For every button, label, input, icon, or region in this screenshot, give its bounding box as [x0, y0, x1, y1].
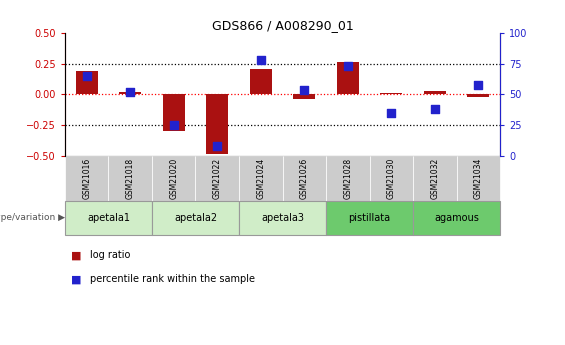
Bar [65, 156, 108, 201]
Text: GSM21018: GSM21018 [126, 158, 134, 199]
Bar [195, 156, 239, 201]
Point [299, 87, 308, 92]
Text: GSM21034: GSM21034 [474, 158, 483, 199]
Bar [239, 156, 282, 201]
Bar [108, 156, 152, 201]
Text: GSM21030: GSM21030 [387, 158, 396, 199]
Bar [282, 156, 326, 201]
Text: log ratio: log ratio [90, 250, 131, 260]
Bar [206, 95, 228, 154]
Text: GSM21026: GSM21026 [300, 158, 308, 199]
Point [386, 110, 396, 116]
Bar [163, 95, 185, 131]
Text: genotype/variation ▶: genotype/variation ▶ [0, 213, 65, 222]
Bar [326, 156, 370, 201]
Point [257, 57, 266, 63]
Point [212, 144, 221, 149]
Title: GDS866 / A008290_01: GDS866 / A008290_01 [212, 19, 353, 32]
Point [431, 107, 440, 112]
Text: percentile rank within the sample: percentile rank within the sample [90, 275, 255, 284]
Point [473, 82, 483, 87]
Point [82, 73, 92, 79]
Point [343, 63, 353, 69]
Text: GSM21016: GSM21016 [82, 158, 91, 199]
Text: GSM21028: GSM21028 [344, 158, 352, 199]
Bar [293, 95, 315, 99]
Bar [326, 201, 413, 235]
Bar [152, 156, 195, 201]
Text: apetala1: apetala1 [87, 213, 130, 223]
Text: GSM21024: GSM21024 [257, 158, 265, 199]
Bar [380, 93, 402, 95]
Bar [337, 62, 359, 95]
Bar [76, 71, 98, 95]
Text: agamous: agamous [434, 213, 479, 223]
Bar [467, 95, 489, 97]
Bar [239, 201, 326, 235]
Text: GSM21022: GSM21022 [213, 158, 221, 199]
Bar [65, 201, 152, 235]
Text: ■: ■ [71, 275, 81, 284]
Bar [413, 201, 500, 235]
Bar [250, 69, 272, 95]
Bar [370, 156, 413, 201]
Text: GSM21020: GSM21020 [170, 158, 178, 199]
Bar [424, 91, 446, 95]
Text: GSM21032: GSM21032 [431, 158, 439, 199]
Text: apetala2: apetala2 [174, 213, 217, 223]
Text: pistillata: pistillata [349, 213, 390, 223]
Point [126, 89, 135, 95]
Bar [457, 156, 500, 201]
Text: ■: ■ [71, 250, 81, 260]
Bar [152, 201, 239, 235]
Bar [413, 156, 457, 201]
Bar [119, 92, 141, 95]
Text: apetala3: apetala3 [261, 213, 304, 223]
Point [170, 122, 179, 128]
